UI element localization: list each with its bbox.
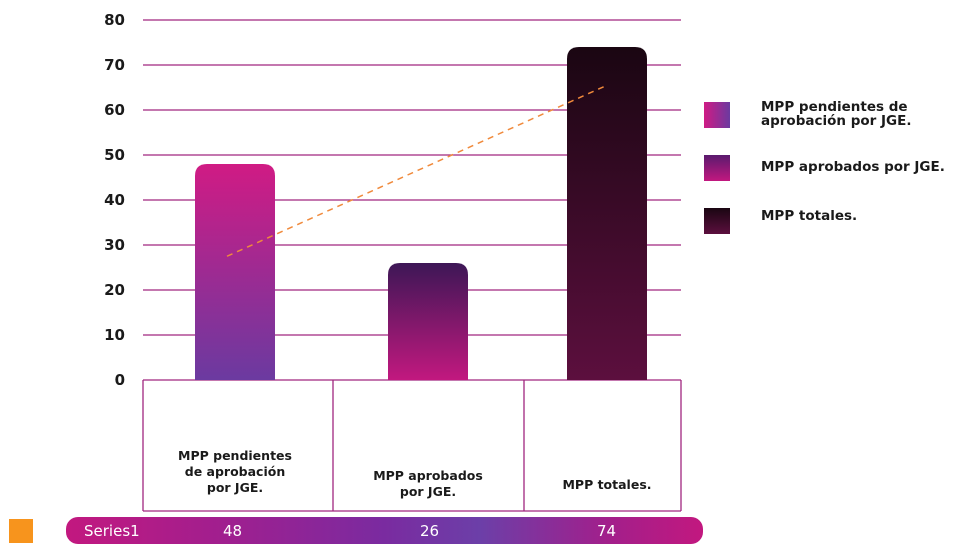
legend-swatch-aprobados — [704, 155, 730, 181]
y-tick-label-60: 60 — [104, 101, 125, 119]
category-label-pendientes: MPP pendientes de aprobación por JGE. — [150, 448, 320, 496]
legend-swatch-pendientes — [704, 102, 730, 128]
legend-item-aprobados: MPP aprobados por JGE. — [704, 153, 974, 181]
legend-label-totales: MPP totales. — [761, 208, 858, 224]
y-tick-label-70: 70 — [104, 56, 125, 74]
legend: MPP pendientes de aprobación por JGE. MP… — [704, 100, 974, 259]
data-table-row — [66, 517, 703, 544]
category-label-totales: MPP totales. — [522, 477, 692, 493]
y-tick-label-80: 80 — [104, 11, 125, 29]
data-table-value-totales: 74 — [597, 522, 617, 540]
legend-item-pendientes: MPP pendientes de aprobación por JGE. — [704, 100, 974, 128]
category-label-line: de aprobación — [184, 464, 286, 479]
category-label-line: por JGE. — [206, 480, 264, 495]
bars — [195, 47, 647, 380]
y-tick-label-50: 50 — [104, 146, 125, 164]
bar-aprobados — [388, 263, 468, 380]
data-table-value-aprobados: 26 — [420, 522, 440, 540]
data-table-value-pendientes: 48 — [223, 522, 243, 540]
legend-swatch-totales — [704, 208, 730, 234]
y-tick-label-30: 30 — [104, 236, 125, 254]
bar-totales — [567, 47, 647, 380]
y-tick-label-0: 0 — [115, 371, 125, 389]
y-tick-label-20: 20 — [104, 281, 125, 299]
legend-item-totales: MPP totales. — [704, 206, 974, 234]
y-axis-ticks: 0 10 20 30 40 50 60 70 80 — [104, 11, 125, 389]
y-tick-label-40: 40 — [104, 191, 125, 209]
series-marker-swatch — [9, 519, 33, 543]
category-label-aprobados: MPP aprobados por JGE. — [343, 468, 513, 500]
category-label-line: MPP pendientes — [178, 448, 292, 463]
category-label-line: MPP totales. — [562, 477, 652, 492]
bar-pendientes — [195, 164, 275, 380]
data-table-series-label: Series1 — [84, 522, 140, 540]
legend-label-aprobados: MPP aprobados por JGE. — [761, 159, 945, 175]
category-label-line: por JGE. — [399, 484, 457, 499]
trendline — [226, 84, 608, 257]
trendline-linear — [226, 84, 608, 257]
category-label-line: MPP aprobados — [373, 468, 483, 483]
y-tick-label-10: 10 — [104, 326, 125, 344]
legend-label-pendientes: MPP pendientes de aprobación por JGE. — [761, 99, 912, 129]
